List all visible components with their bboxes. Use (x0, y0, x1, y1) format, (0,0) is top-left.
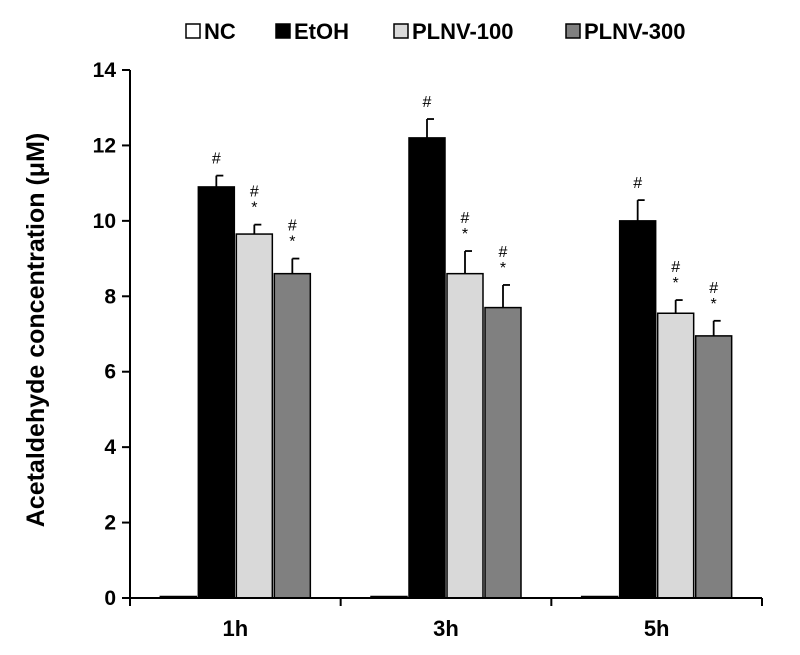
legend-label: EtOH (294, 19, 349, 44)
legend: NC EtOH PLNV-100 PLNV-300 (185, 19, 686, 44)
legend-label: PLNV-100 (412, 19, 514, 44)
bar (446, 272, 484, 599)
significance-marks: ##*#*##*#*##* #* (212, 94, 718, 313)
y-axis-title: Acetaldehyde concentration (μM) (22, 133, 50, 528)
significance-mark: * (251, 200, 257, 217)
significance-mark: * (289, 234, 295, 251)
bar (694, 335, 733, 599)
significance-mark: * (462, 226, 468, 243)
x-axis-ticks: 1h 3h 5h (129, 598, 763, 641)
axes (129, 70, 762, 599)
x-category-label: 5h (644, 616, 670, 641)
legend-label: PLNV-300 (584, 19, 686, 44)
bar (197, 186, 236, 599)
y-tick-label: 0 (104, 587, 116, 610)
y-tick-label: 2 (104, 512, 116, 535)
significance-mark: # (633, 175, 642, 192)
significance-mark: # (709, 280, 718, 297)
y-tick-label: 10 (93, 210, 116, 233)
significance-mark: # (423, 94, 432, 111)
significance-mark: # (212, 151, 221, 168)
x-category-label: 1h (222, 616, 248, 641)
legend-label: NC (204, 19, 236, 44)
y-tick-label: 4 (104, 436, 116, 459)
legend-swatch (185, 23, 201, 39)
bar (273, 272, 312, 599)
significance-mark: # (461, 210, 470, 227)
y-axis-ticks: 0 2 4 6 8 10 12 14 (93, 59, 130, 610)
significance-mark: # (671, 259, 680, 276)
y-tick-label: 14 (93, 59, 117, 82)
bar (618, 220, 657, 599)
y-tick-label: 12 (93, 134, 116, 157)
significance-mark: * (500, 260, 506, 277)
y-tick-label: 6 (104, 361, 116, 384)
legend-swatch (275, 23, 291, 39)
significance-mark: # (288, 218, 297, 235)
bar (408, 137, 446, 599)
error-bars (215, 118, 721, 336)
bar (235, 233, 274, 599)
significance-mark: * (711, 296, 717, 313)
bars (159, 137, 733, 599)
x-category-label: 3h (433, 616, 459, 641)
legend-swatch (393, 23, 409, 39)
y-tick-label: 8 (104, 285, 116, 308)
significance-mark: # (250, 184, 259, 201)
significance-mark: * (673, 275, 679, 292)
bar (656, 312, 695, 599)
bar (484, 306, 522, 599)
legend-swatch (565, 23, 581, 39)
significance-mark: # (499, 244, 508, 261)
